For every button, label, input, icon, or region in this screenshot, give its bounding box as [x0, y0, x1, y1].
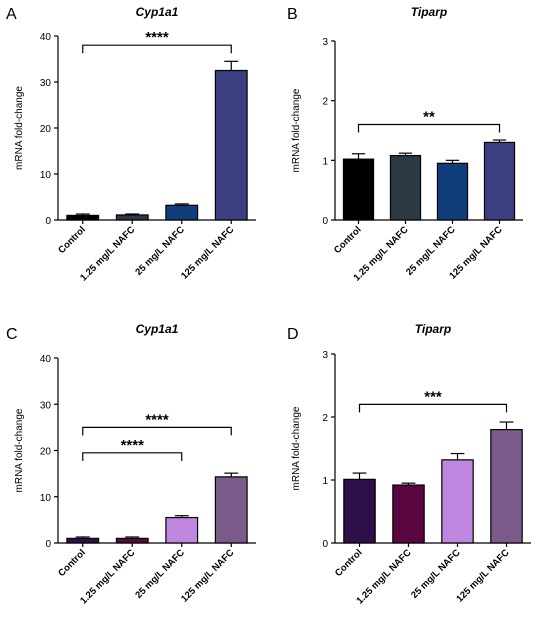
x-tick-label: Control: [56, 224, 88, 256]
significance-bracket: [82, 426, 232, 436]
panel-a: A Cyp1a1 mRNA fold-change 0 10 20 30 40 Control…: [0, 0, 275, 300]
bar: [214, 69, 248, 221]
chart-title: Cyp1a1: [136, 5, 179, 19]
y-tick-label: 3: [322, 37, 328, 48]
bar: [214, 476, 248, 544]
y-tick-label: 40: [40, 354, 52, 365]
y-axis-label: mRNA fold-change: [14, 86, 25, 170]
y-tick-label: 3: [322, 350, 328, 361]
panel-label: C: [6, 326, 18, 343]
bar: [343, 478, 376, 544]
bar: [436, 162, 469, 221]
y-tick-label: 10: [40, 493, 52, 504]
y-tick-label: 2: [322, 413, 328, 424]
y-tick-label: 20: [40, 447, 52, 458]
bar: [115, 537, 149, 544]
panel-c: C Cyp1a1 mRNA fold-change 0 10 20 30 40 Control…: [0, 317, 275, 617]
panel-d: D Tiparp mRNA fold-change 0 1 2 3 Control 1.25 …: [275, 317, 550, 617]
x-tick-label: 25 mg/L NAFC: [133, 224, 187, 278]
y-tick-label: 1: [322, 156, 328, 167]
bar: [490, 428, 523, 544]
y-tick-label: 20: [40, 124, 52, 135]
bar: [483, 141, 516, 221]
bar: [165, 516, 199, 544]
significance-label: ***: [424, 388, 442, 405]
significance-label: **: [423, 109, 435, 126]
chart-cyp1a1-a: Cyp1a1 mRNA fold-change 0 10 20 30 40 Control1.…: [14, 5, 256, 284]
y-tick-label: 0: [322, 539, 328, 550]
y-tick-label: 1: [322, 476, 328, 487]
significance-bracket: [82, 44, 232, 54]
y-tick-label: 2: [322, 97, 328, 108]
bar: [441, 459, 474, 544]
significance-label: ****: [145, 411, 169, 428]
chart-title: Tiparp: [411, 5, 447, 19]
y-axis-label: mRNA fold-change: [291, 88, 302, 172]
x-tick-label: Control: [333, 547, 365, 579]
bar: [66, 214, 100, 221]
bar: [115, 214, 149, 221]
y-tick-label: 0: [322, 216, 328, 227]
y-tick-label: 10: [40, 170, 52, 181]
significance-bracket: [358, 403, 508, 413]
panel-b: B Tiparp mRNA fold-change 0 1 2 3 Control 1.25 …: [275, 0, 550, 300]
x-tick-label: 1.25 mg/L NAFC: [78, 547, 137, 606]
bar: [392, 484, 425, 544]
significance-label: ****: [121, 437, 145, 454]
bar: [389, 154, 422, 221]
significance-label: ****: [145, 29, 169, 46]
bar: [66, 537, 100, 544]
y-tick-label: 0: [45, 539, 51, 550]
y-tick-label: 40: [40, 32, 52, 43]
significance-bracket: [82, 452, 183, 461]
x-tick-label: 25 mg/L NAFC: [404, 224, 458, 278]
bar: [342, 158, 375, 221]
x-tick-label: 25 mg/L NAFC: [133, 547, 187, 601]
significance-bracket: [357, 123, 501, 133]
chart-title: Tiparp: [415, 322, 451, 336]
panel-label: B: [287, 6, 298, 23]
x-tick-label: Control: [56, 547, 88, 579]
y-axis-label: mRNA fold-change: [14, 408, 25, 492]
y-tick-label: 0: [45, 216, 51, 227]
chart-title: Cyp1a1: [136, 322, 179, 336]
x-tick-label: 1.25 mg/L NAFC: [78, 224, 137, 283]
x-tick-label: Control: [332, 224, 364, 256]
panel-label: D: [287, 326, 299, 343]
x-tick-label: 25 mg/L NAFC: [409, 547, 463, 601]
x-tick-label: 125 mg/L NAFC: [179, 547, 236, 604]
panel-label: A: [6, 6, 17, 23]
y-tick-label: 30: [40, 400, 52, 411]
y-tick-label: 30: [40, 78, 52, 89]
x-tick-label: 125 mg/L NAFC: [454, 547, 511, 604]
y-axis-label: mRNA fold-change: [291, 406, 302, 490]
bar: [165, 204, 199, 221]
chart-cyp1a1-c: Cyp1a1 mRNA fold-change 0 10 20 30 40 Control1.…: [14, 322, 256, 607]
x-tick-label: 125 mg/L NAFC: [179, 224, 236, 281]
